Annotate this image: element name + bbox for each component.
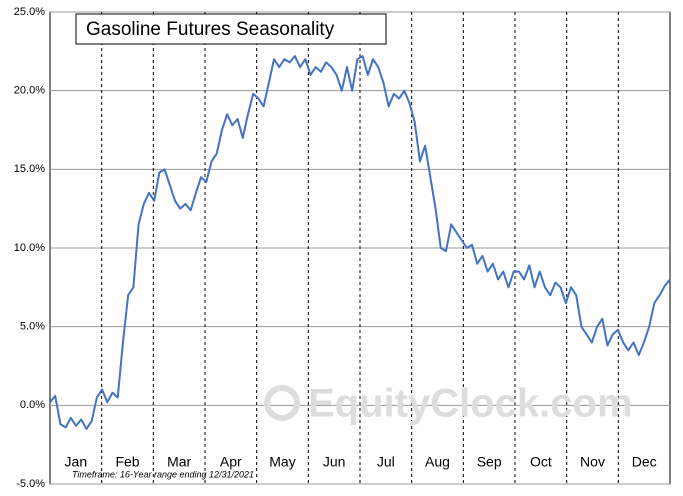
y-tick-label: 0.0% [20,399,45,411]
y-tick-label: 15.0% [14,163,45,175]
x-tick-label: Apr [220,454,242,470]
watermark-logo [264,385,300,421]
x-tick-label: Mar [167,454,191,470]
x-tick-label: Feb [115,454,139,470]
x-tick-label: Dec [632,454,657,470]
x-tick-label: May [269,454,295,470]
y-tick-label: 25.0% [14,6,45,18]
x-tick-label: Sep [477,454,502,470]
timeframe-note: Timeframe: 16-Year range ending 12/31/20… [72,469,254,479]
title-box [75,13,387,45]
x-tick-label: Nov [580,454,605,470]
x-tick-label: Jan [65,454,88,470]
x-tick-label: Jul [377,454,395,470]
x-tick-label: Jun [323,454,346,470]
chart-title: Gasoline Futures Seasonality [86,19,335,40]
y-tick-label: 20.0% [14,85,45,97]
x-tick-label: Aug [425,454,450,470]
y-tick-label: 10.0% [14,242,45,254]
seasonal-line [49,55,671,430]
x-tick-label: Oct [530,454,552,470]
y-tick-label: 5.0% [20,321,45,333]
watermark: EquityClock.com [308,382,633,426]
y-tick-label: -5.0% [16,478,45,490]
